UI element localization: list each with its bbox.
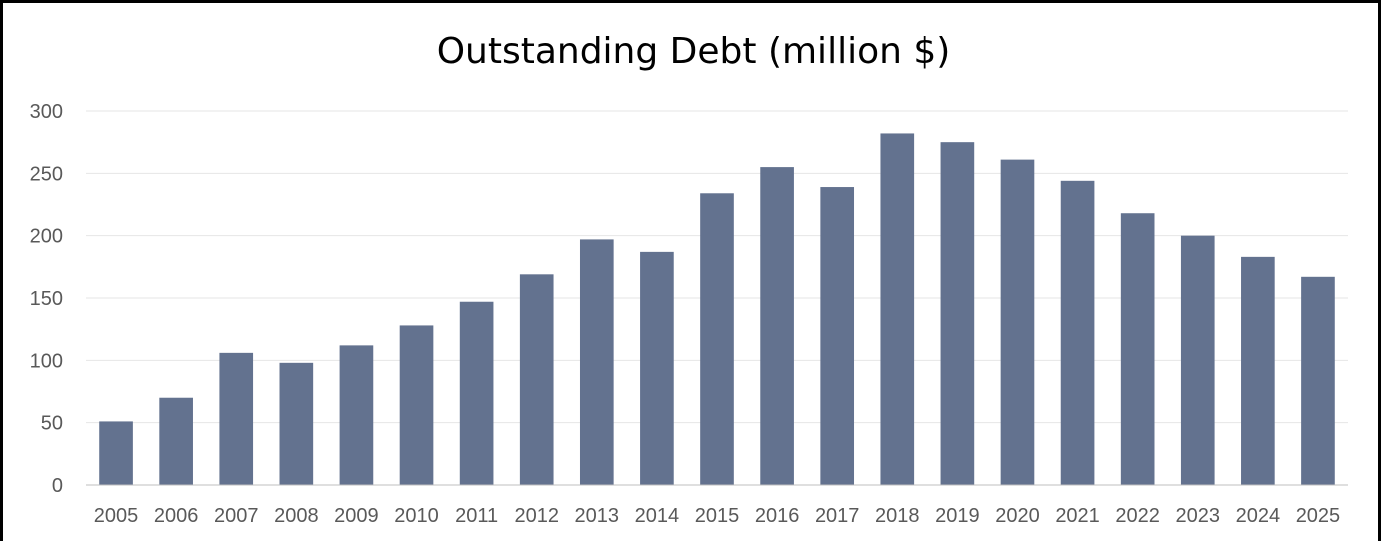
x-tick-label: 2010 [394,505,439,527]
bar-2010 [399,325,434,485]
x-tick-label: 2007 [214,505,259,527]
bar-2023 [1180,235,1215,485]
bar-2016 [760,167,794,485]
y-tick-label: 150 [30,288,63,310]
y-tick-label: 100 [30,350,63,372]
x-tick-label: 2021 [1055,505,1100,527]
bar-2011 [459,301,494,485]
x-tick-label: 2025 [1296,505,1341,527]
x-tick-label: 2020 [995,505,1040,527]
x-tick-label: 2006 [154,505,199,527]
x-tick-label: 2017 [815,505,860,527]
bar-2022 [1120,213,1155,485]
bar-2007 [219,352,254,485]
x-tick-label: 2009 [334,505,379,527]
y-tick-label: 250 [30,163,63,185]
y-tick-label: 50 [41,413,63,435]
bar-2020 [1000,159,1035,485]
bar-2012 [519,274,554,485]
bar-2014 [640,251,674,485]
x-tick-label: 2008 [274,505,319,527]
bar-2019 [940,142,975,485]
x-tick-label: 2019 [935,505,980,527]
bar-2005 [99,421,133,485]
x-tick-label: 2014 [635,505,680,527]
x-tick-label: 2015 [695,505,740,527]
x-tick-label: 2005 [94,505,139,527]
x-tick-label: 2016 [755,505,800,527]
bar-chart: 0 50 100 150 200 250 300 2005 2006 2007 2008 2009 20… [30,101,1348,527]
bar-2017 [820,187,855,485]
x-tick-label: 2013 [575,505,620,527]
y-tick-label: 0 [52,475,63,497]
chart-title: Outstanding Debt (million $) [436,31,951,72]
bar-2024 [1241,256,1275,485]
y-tick-label: 200 [30,226,63,248]
bar-2018 [880,133,915,485]
x-tick-label: 2011 [455,505,498,527]
bar-2025 [1301,276,1335,485]
x-tick-label: 2024 [1236,505,1281,527]
bar-2009 [339,345,374,485]
x-tick-label: 2012 [514,505,559,527]
x-tick-label: 2023 [1176,505,1221,527]
x-tick-label: 2022 [1115,505,1160,527]
bar-2021 [1060,180,1095,485]
x-tick-label: 2018 [875,505,920,527]
bar-2008 [279,362,314,485]
y-tick-label: 300 [30,101,63,123]
bar-2013 [579,239,614,485]
bar-2015 [700,193,734,485]
bar-2006 [159,397,193,485]
